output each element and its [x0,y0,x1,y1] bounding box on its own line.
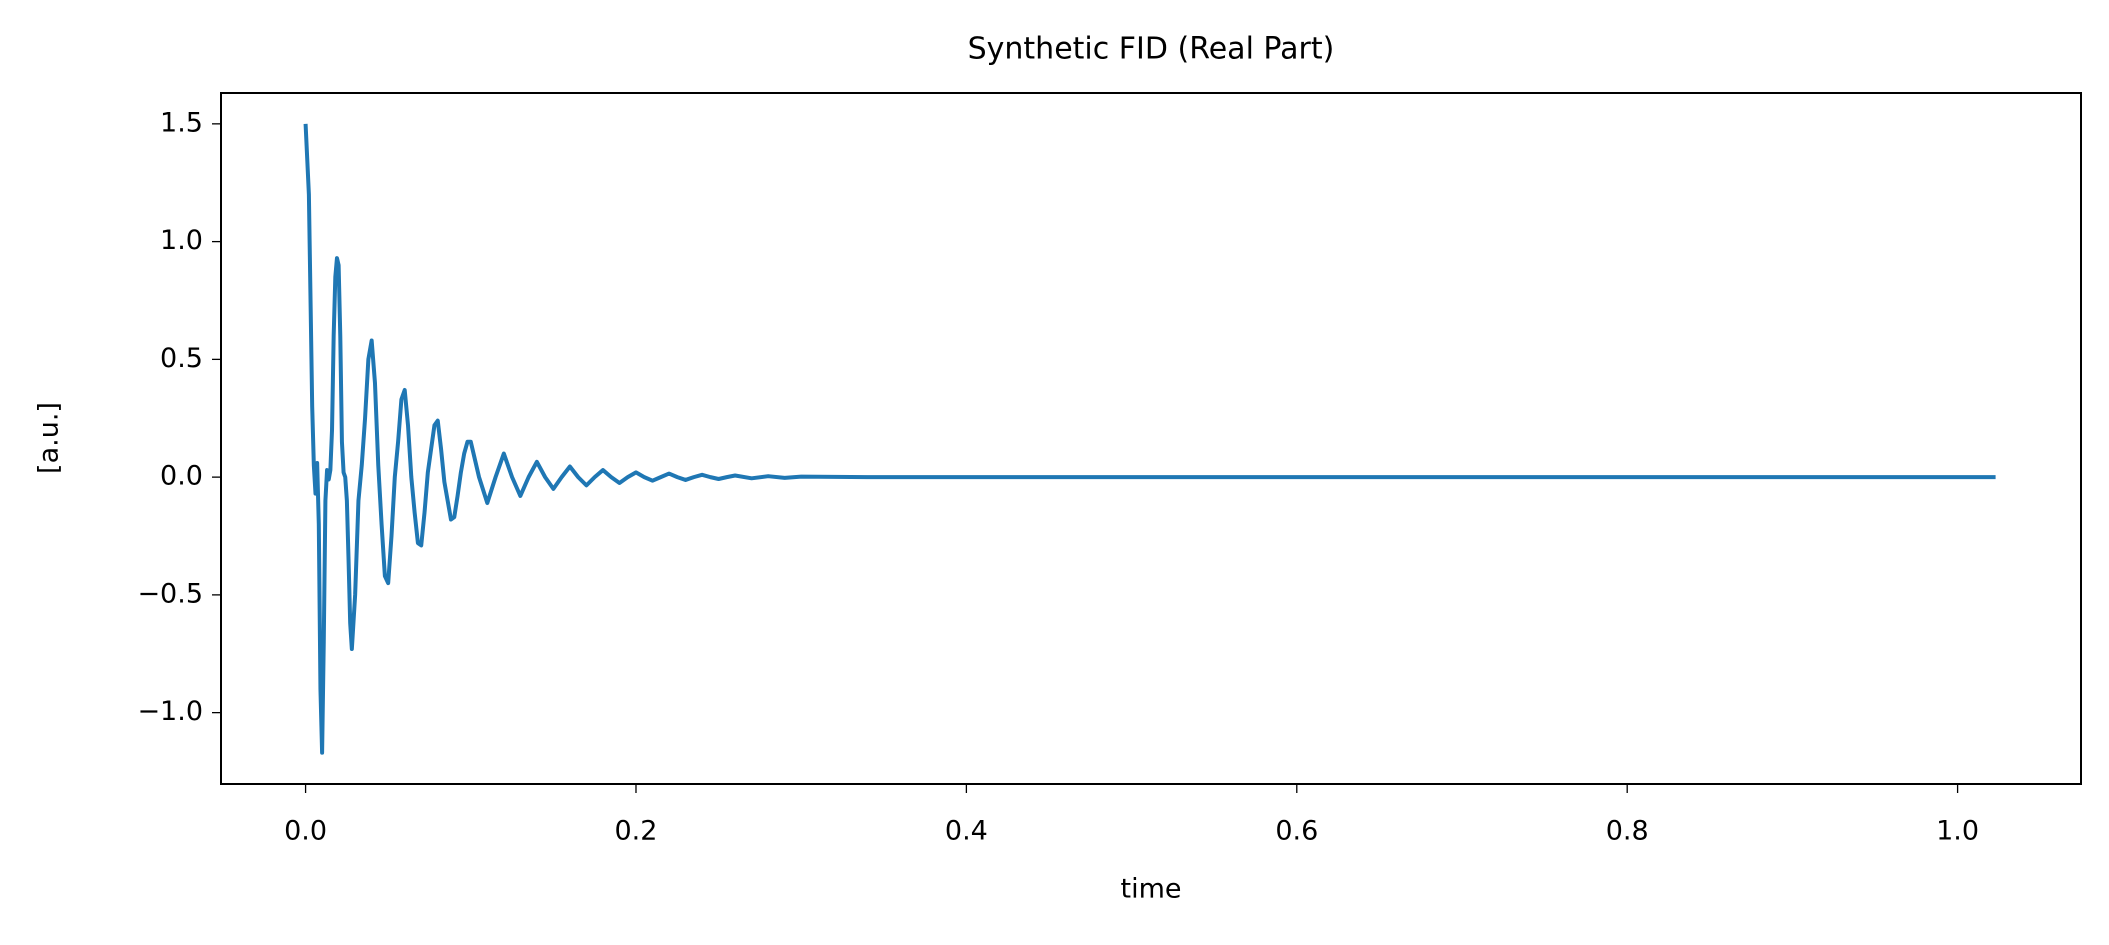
y-tick-label: 0.0 [160,461,203,492]
y-tick-label: 1.5 [160,107,203,138]
y-tick-label: 1.0 [160,225,203,256]
x-tick-label: 0.8 [1606,816,1649,847]
y-tick-label: −0.5 [137,578,203,609]
y-axis-label: [a.u.] [34,402,65,474]
x-tick-label: 0.4 [945,816,988,847]
plot-frame [220,92,2082,785]
y-tick-label: −1.0 [137,696,203,727]
chart-title: Synthetic FID (Real Part) [968,32,1335,67]
x-tick-label: 0.0 [284,816,327,847]
x-axis-label: time [1120,874,1181,905]
x-tick-label: 1.0 [1936,816,1979,847]
data-line [303,123,1996,755]
y-tick-label: 0.5 [160,343,203,374]
x-tick-label: 0.2 [615,816,658,847]
x-tick-label: 0.6 [1275,816,1318,847]
